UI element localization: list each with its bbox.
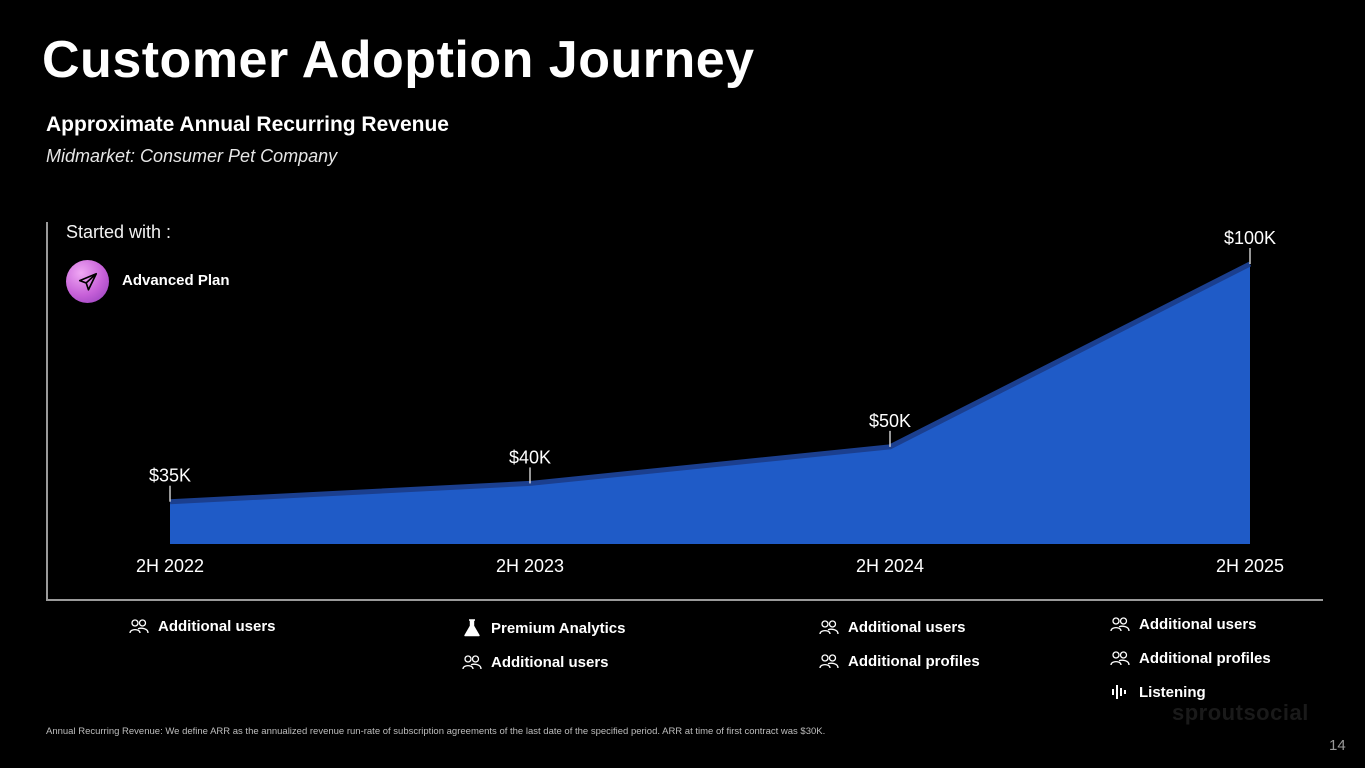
- footnote: Annual Recurring Revenue: We define ARR …: [46, 726, 826, 737]
- feature-item: Additional profiles: [818, 650, 980, 672]
- feature-label: Additional users: [491, 653, 609, 671]
- x-tick-label: 2H 2022: [136, 556, 204, 576]
- feature-label: Additional profiles: [848, 652, 980, 670]
- x-tick-label: 2H 2024: [856, 556, 924, 576]
- feature-column-2022: Additional users: [128, 615, 276, 649]
- users-icon: [128, 617, 150, 635]
- data-label: $40K: [509, 447, 551, 467]
- feature-item: Additional users: [128, 615, 276, 637]
- started-with-label: Started with :: [66, 222, 172, 242]
- data-label: $50K: [869, 411, 911, 431]
- area-fill: [170, 264, 1250, 544]
- chart-frame-bottom-line: [46, 599, 1323, 601]
- x-tick-label: 2H 2023: [496, 556, 564, 576]
- feature-label: Listening: [1139, 683, 1206, 701]
- feature-label: Additional users: [1139, 615, 1257, 633]
- feature-item: Additional users: [1109, 613, 1271, 635]
- users-icon: [1109, 649, 1131, 667]
- feature-item: Additional users: [461, 651, 626, 673]
- x-tick-label: 2H 2025: [1216, 556, 1284, 576]
- feature-item: Listening: [1109, 681, 1271, 703]
- feature-label: Premium Analytics: [491, 619, 626, 637]
- feature-column-2025: Additional users Additional profiles Liste…: [1109, 613, 1271, 715]
- area-top-line: [169, 261, 1252, 505]
- page-title: Customer Adoption Journey: [42, 31, 755, 89]
- data-label: $100K: [1224, 228, 1276, 248]
- data-label: $35K: [149, 466, 191, 486]
- flask-icon: [461, 619, 483, 637]
- feature-label: Additional profiles: [1139, 649, 1271, 667]
- users-icon: [818, 652, 840, 670]
- paper-plane-icon: [66, 260, 109, 303]
- feature-label: Additional users: [848, 618, 966, 636]
- feature-item: Premium Analytics: [461, 617, 626, 639]
- feature-item: Additional users: [818, 616, 980, 638]
- users-icon: [1109, 615, 1131, 633]
- brand-logo: sproutsocial: [1172, 700, 1309, 725]
- chart-subtitle: Approximate Annual Recurring Revenue: [46, 113, 449, 136]
- feature-label: Additional users: [158, 617, 276, 635]
- feature-column-2024: Additional users Additional profiles: [818, 616, 980, 684]
- feature-column-2023: Premium Analytics Additional users: [461, 617, 626, 685]
- customer-segment: Midmarket: Consumer Pet Company: [46, 146, 338, 166]
- users-icon: [818, 618, 840, 636]
- chart-frame-left-line: [46, 222, 48, 600]
- soundwave-icon: [1109, 683, 1131, 701]
- feature-item: Additional profiles: [1109, 647, 1271, 669]
- page-number: 14: [1329, 737, 1346, 754]
- plan-name: Advanced Plan: [122, 272, 230, 289]
- users-icon: [461, 653, 483, 671]
